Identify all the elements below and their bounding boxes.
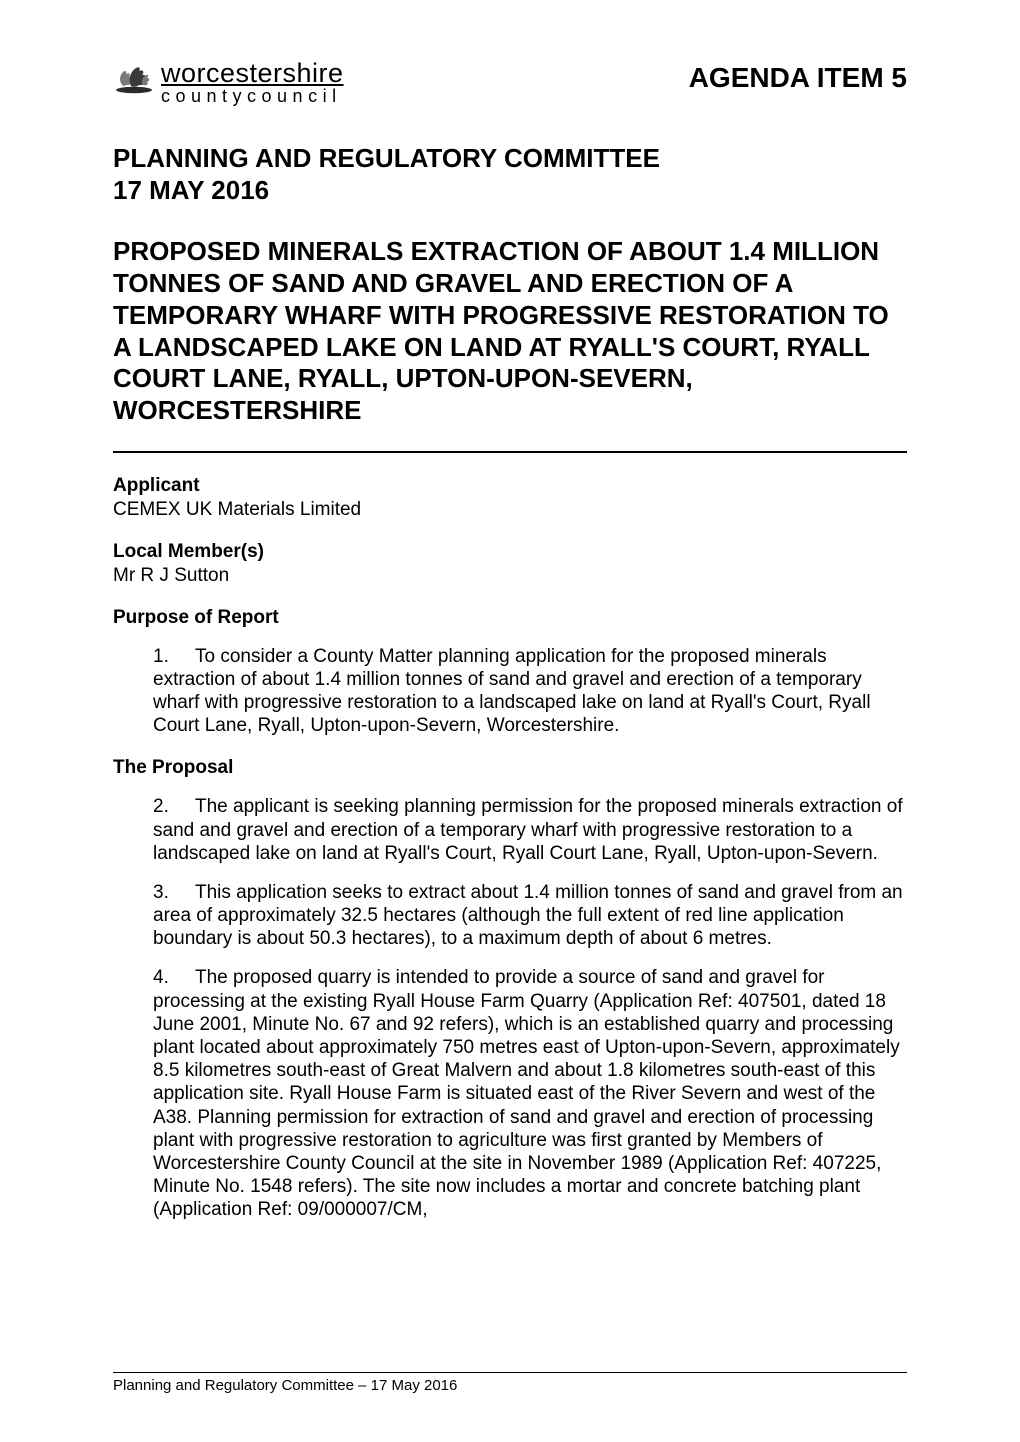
numbered-paragraph: 2.The applicant is seeking planning perm… bbox=[153, 795, 907, 865]
committee-heading: PLANNING AND REGULATORY COMMITTEE 17 MAY… bbox=[113, 143, 907, 206]
agenda-item-label: AGENDA ITEM 5 bbox=[689, 62, 907, 94]
numbered-paragraph: 3.This application seeks to extract abou… bbox=[153, 881, 907, 951]
horizontal-rule bbox=[113, 451, 907, 453]
logo-text: worcestershire countycouncil bbox=[161, 60, 344, 105]
proposal-label: The Proposal bbox=[113, 757, 907, 779]
applicant-value: CEMEX UK Materials Limited bbox=[113, 499, 907, 521]
paragraph-number: 1. bbox=[153, 645, 195, 668]
paragraph-number: 3. bbox=[153, 881, 195, 904]
local-member-value: Mr R J Sutton bbox=[113, 565, 907, 587]
committee-line1: PLANNING AND REGULATORY COMMITTEE bbox=[113, 143, 907, 175]
paragraph-number: 4. bbox=[153, 966, 195, 989]
purpose-label: Purpose of Report bbox=[113, 607, 907, 629]
committee-line2: 17 MAY 2016 bbox=[113, 175, 907, 207]
logo-top-word: worcestershire bbox=[161, 60, 344, 87]
numbered-paragraph: 4.The proposed quarry is intended to pro… bbox=[153, 966, 907, 1221]
logo-bottom-word: countycouncil bbox=[161, 87, 344, 105]
proposal-paragraphs: 2.The applicant is seeking planning perm… bbox=[113, 795, 907, 1221]
footer-rule bbox=[113, 1372, 907, 1373]
page-content: worcestershire countycouncil AGENDA ITEM… bbox=[113, 62, 907, 1394]
purpose-paragraphs: 1.To consider a County Matter planning a… bbox=[113, 645, 907, 738]
paragraph-number: 2. bbox=[153, 795, 195, 818]
document-title: PROPOSED MINERALS EXTRACTION OF ABOUT 1.… bbox=[113, 236, 907, 426]
oak-leaves-icon bbox=[113, 62, 155, 94]
local-member-label: Local Member(s) bbox=[113, 541, 907, 563]
council-logo: worcestershire countycouncil bbox=[113, 62, 344, 105]
applicant-label: Applicant bbox=[113, 475, 907, 497]
footer-text: Planning and Regulatory Committee – 17 M… bbox=[113, 1377, 457, 1394]
numbered-paragraph: 1.To consider a County Matter planning a… bbox=[153, 645, 907, 738]
page-footer: Planning and Regulatory Committee – 17 M… bbox=[113, 1372, 907, 1394]
header-row: worcestershire countycouncil AGENDA ITEM… bbox=[113, 62, 907, 105]
